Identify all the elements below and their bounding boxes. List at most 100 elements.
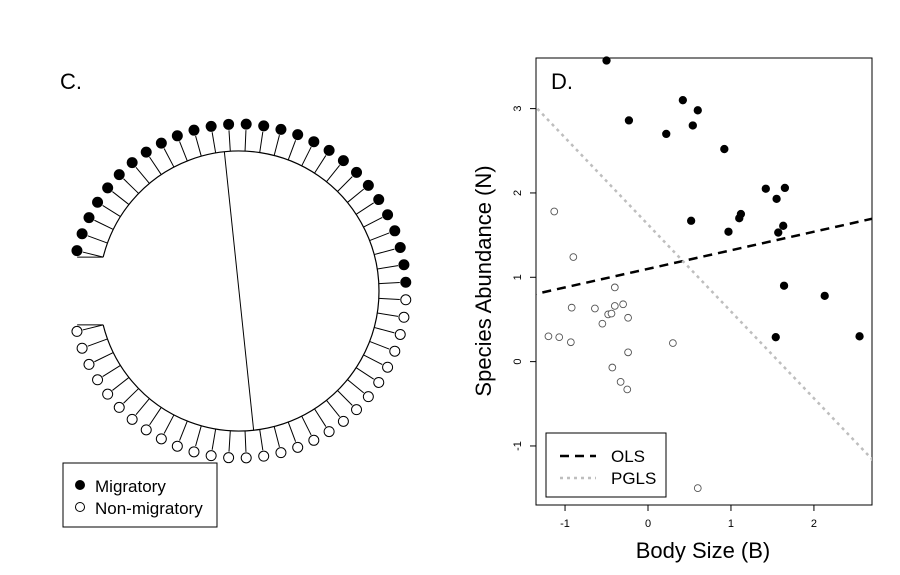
migratory-tip	[351, 166, 363, 178]
tree-branch	[211, 428, 217, 450]
tree-backbone	[102, 150, 380, 432]
tree-legend: Migratory Non-migratory	[62, 462, 218, 528]
x-tick-label: 0	[645, 518, 651, 530]
tree-branch	[149, 156, 162, 175]
migratory-tip	[275, 123, 287, 135]
panel-d-label: D.	[551, 69, 573, 94]
migratory-point	[662, 129, 671, 139]
migratory-tip	[398, 259, 410, 271]
panel-c-label: C.	[60, 69, 82, 94]
y-axis: -1 0 1 2 3	[512, 106, 536, 451]
migratory-tip	[382, 209, 394, 221]
non-migratory-point	[624, 348, 632, 357]
migratory-legend-label: Migratory	[95, 477, 166, 496]
tree-branch	[82, 251, 104, 258]
non-migratory-point	[610, 302, 619, 310]
non-migratory-point	[550, 207, 559, 216]
tree-branch	[179, 420, 188, 441]
non-migratory-tip	[205, 450, 217, 462]
migratory-tip	[140, 146, 152, 158]
tree-branch	[337, 390, 353, 406]
tree-branch	[163, 148, 175, 168]
tree-branch	[314, 408, 327, 427]
migratory-tip	[92, 196, 104, 208]
tree-branch	[259, 429, 264, 451]
ols-legend-label: OLS	[611, 447, 645, 466]
tree-branch	[369, 232, 390, 242]
migratory-point	[779, 221, 788, 230]
x-tick-label: 2	[811, 518, 817, 530]
y-tick-label: -1	[512, 441, 524, 451]
tree-branch	[314, 155, 327, 174]
tree-legend-box	[62, 462, 218, 528]
migratory-tip	[71, 245, 83, 257]
non-migratory-tip	[323, 426, 335, 438]
tree-branch	[377, 312, 399, 317]
tree-branch	[244, 430, 247, 452]
migratory-tip	[76, 228, 88, 240]
tree-branch	[87, 338, 108, 347]
migratory-point	[693, 106, 702, 115]
non-migratory-point	[567, 303, 576, 312]
tree-branch	[135, 166, 150, 184]
migratory-point	[602, 56, 611, 65]
x-tick-label: -1	[560, 518, 570, 530]
non-migratory-tip	[71, 325, 83, 337]
migratory-tip	[258, 120, 270, 132]
migratory-point	[820, 291, 829, 300]
migratory-tip	[83, 212, 95, 224]
tree-branch	[273, 135, 280, 156]
scatter-panel: D. -1 0 1 2 -1 0 1 2 3 Body Size (B) Species Ab…	[471, 56, 873, 563]
migratory-tip	[188, 124, 200, 136]
tree-branch	[337, 176, 353, 192]
tree-branch	[102, 364, 121, 378]
non-migratory-tip	[113, 401, 125, 413]
tree-root-split	[223, 151, 255, 431]
non-migratory-tip	[308, 434, 320, 446]
tree-branch	[112, 191, 130, 205]
non-migratory-point	[544, 332, 553, 341]
migratory-tip	[389, 225, 401, 237]
migratory-point	[779, 281, 789, 290]
non-migratory-tip	[337, 415, 349, 427]
phylogenetic-tree	[71, 118, 412, 464]
tree-branch	[301, 415, 312, 436]
y-axis-label: Species Abundance (N)	[471, 165, 496, 396]
non-migratory-tip	[171, 440, 183, 452]
migratory-point	[624, 116, 634, 125]
non-migratory-tip	[102, 388, 114, 400]
non-migratory-point	[669, 339, 677, 347]
tree-branch	[82, 324, 104, 331]
non-migratory-point	[610, 283, 619, 292]
non-migratory-tip	[92, 374, 104, 386]
migratory-point	[688, 121, 697, 130]
phylogeny-panel: C. Migratory Non-migratory	[60, 69, 412, 528]
tree-branch	[378, 297, 400, 300]
tree-branch	[259, 131, 264, 153]
tree-branch	[94, 352, 114, 363]
tree-branch	[273, 426, 280, 447]
regression-legend-box	[545, 432, 667, 498]
data-points	[544, 56, 864, 492]
non-migratory-tip	[351, 404, 363, 416]
tree-branch	[102, 204, 121, 218]
tree-branch	[369, 340, 390, 350]
tree-branch	[163, 414, 175, 434]
non-migratory-tip	[400, 294, 412, 306]
tree-branch	[377, 265, 399, 270]
y-tick-label: 2	[512, 190, 524, 196]
migratory-point	[771, 333, 780, 342]
non-migratory-point	[566, 338, 575, 347]
y-tick-label: 3	[512, 106, 524, 112]
y-tick-label: 0	[512, 359, 524, 365]
migratory-tip	[171, 130, 183, 142]
plot-frame	[535, 57, 873, 506]
non-migratory-point	[555, 333, 564, 342]
migratory-tip	[205, 120, 217, 132]
non-migratory-tip	[223, 452, 235, 464]
non-migratory-tip	[275, 447, 287, 459]
migratory-point	[686, 216, 696, 225]
migratory-tip	[240, 118, 252, 130]
migratory-tip	[155, 137, 167, 149]
